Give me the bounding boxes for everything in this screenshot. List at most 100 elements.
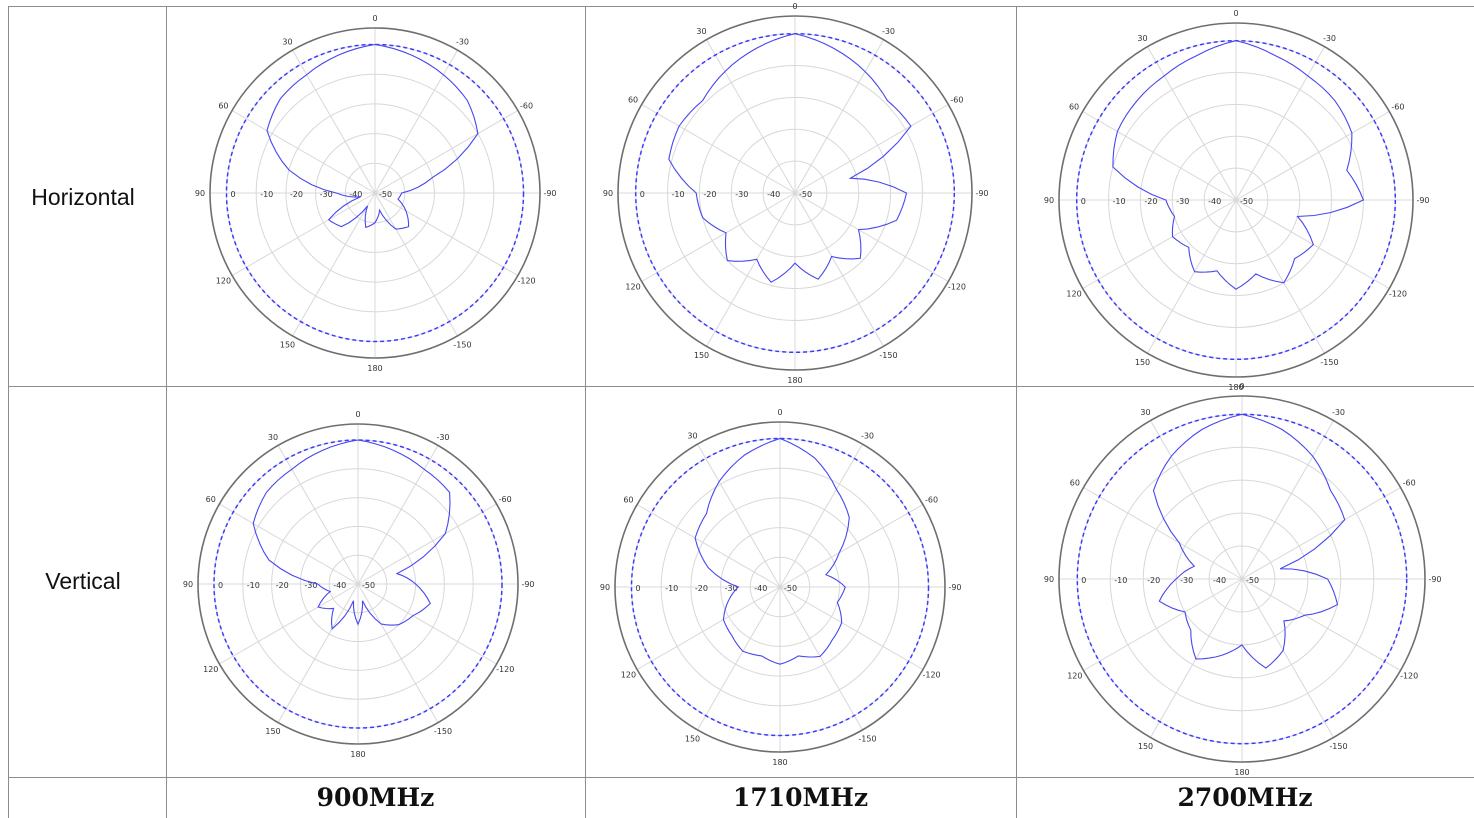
- radial-tick-label: -30: [735, 190, 748, 199]
- polar-plot-vertical-1710mhz: 0 30 60 90 120 150 180 -150 -120 -90 -60 -30 0 -10 -20…: [600, 408, 962, 767]
- table-border-top: [8, 6, 1474, 7]
- polar-plot-vertical-2700mhz: 0 30 60 90 120 150 180 -150 -120 -90 -60 -30 0 -10 -20…: [1044, 382, 1442, 777]
- radial-tick-label: -10: [672, 190, 685, 199]
- radial-tick-label: -30: [304, 581, 317, 590]
- radial-tick-label: -20: [1147, 576, 1160, 585]
- angle-tick-label: 30: [1140, 408, 1150, 417]
- angle-tick-label: 180: [1234, 768, 1249, 777]
- angle-tick-label: 0: [792, 2, 797, 11]
- angle-tick-label: -120: [1389, 290, 1407, 299]
- radial-tick-label: -30: [1176, 197, 1189, 206]
- angle-tick-label: 180: [367, 364, 382, 373]
- angle-tick-label: 60: [1069, 103, 1079, 112]
- grid-spoke: [779, 586, 863, 731]
- column-label-900mhz: 900MHz: [316, 783, 435, 812]
- outer-circle: [209, 27, 541, 359]
- angle-tick-label: -120: [922, 671, 940, 680]
- angle-tick-label: -90: [1428, 575, 1441, 584]
- grid-spoke: [292, 192, 376, 337]
- grid-spoke: [1147, 46, 1237, 201]
- grid-spoke: [277, 583, 359, 723]
- angle-tick-label: 60: [1070, 479, 1080, 488]
- polar-plot-horizontal-900mhz: 0 30 60 90 120 150 180 -150 -120 -90 -60 -30 0 -10 -20…: [195, 14, 557, 373]
- angle-tick-label: 150: [265, 727, 280, 736]
- grid-spoke: [374, 110, 519, 194]
- radial-tick-label: 0: [640, 190, 645, 199]
- angle-tick-label: -60: [1403, 479, 1416, 488]
- polar-plot-vertical-900mhz: 0 30 60 90 120 150 180 -150 -120 -90 -60 -30 0 -10 -20…: [183, 410, 535, 759]
- table-border-middle: [8, 386, 1474, 387]
- radial-tick-label: 0: [231, 190, 236, 199]
- angle-tick-label: -60: [520, 102, 533, 111]
- angle-tick-label: 180: [787, 376, 802, 385]
- grid-spoke: [1082, 199, 1237, 289]
- radial-tick-label: 0: [1081, 197, 1086, 206]
- row-label-horizontal: Horizontal: [31, 184, 135, 210]
- angle-tick-label: 150: [685, 735, 700, 744]
- grid-spoke: [357, 583, 439, 723]
- table-border-col2: [585, 6, 586, 818]
- angle-tick-label: 120: [216, 277, 231, 286]
- angle-tick-label: -30: [1323, 34, 1336, 43]
- angle-tick-label: 0: [355, 410, 360, 419]
- grid-spoke: [697, 586, 781, 731]
- grid-spoke: [779, 443, 863, 588]
- grid-spoke: [231, 110, 376, 194]
- angle-tick-label: -30: [882, 27, 895, 36]
- radial-tick-label: -50: [1240, 197, 1253, 206]
- angle-tick-label: -60: [950, 96, 963, 105]
- angle-tick-label: -150: [858, 735, 876, 744]
- angle-tick-label: 30: [282, 37, 292, 46]
- angle-tick-label: 150: [280, 341, 295, 350]
- angle-tick-label: -90: [543, 189, 556, 198]
- angle-tick-label: 60: [218, 102, 228, 111]
- grid-spoke: [231, 192, 376, 276]
- grid-spoke: [374, 192, 458, 337]
- radial-tick-label: -10: [260, 190, 273, 199]
- grid-spoke: [779, 504, 924, 588]
- table-border-col1: [166, 6, 167, 818]
- radial-tick-label: -50: [379, 190, 392, 199]
- angle-tick-label: 150: [1135, 358, 1150, 367]
- radial-tick-label: -20: [276, 581, 289, 590]
- grid-spoke: [641, 192, 796, 282]
- polar-plot-horizontal-1710mhz: 0 30 60 90 120 150 180 -150 -120 -90 -60 -30 0 -10 -20…: [603, 2, 989, 385]
- radial-tick-label: -30: [725, 584, 738, 593]
- radial-tick-label: -10: [665, 584, 678, 593]
- radial-tick-label: -40: [767, 190, 780, 199]
- angle-tick-label: 30: [696, 27, 706, 36]
- angle-tick-label: 30: [687, 431, 697, 440]
- pattern-trace: [668, 33, 912, 283]
- angle-tick-label: 0: [1233, 9, 1238, 18]
- grid-spoke: [1241, 578, 1334, 738]
- grid-spoke: [292, 49, 376, 194]
- angle-tick-label: 90: [1044, 196, 1054, 205]
- angle-tick-label: 150: [694, 351, 709, 360]
- angle-tick-label: 60: [623, 496, 633, 505]
- angle-tick-label: 60: [628, 96, 638, 105]
- angle-tick-label: -150: [453, 341, 471, 350]
- grid-spoke: [1235, 111, 1390, 201]
- reference-circle: [1076, 413, 1408, 745]
- outer-circle: [1058, 395, 1426, 763]
- angle-tick-label: -60: [1391, 103, 1404, 112]
- angle-tick-label: -90: [948, 583, 961, 592]
- grid-spoke: [697, 443, 781, 588]
- grid-spoke: [794, 192, 949, 282]
- angle-tick-label: 60: [206, 495, 216, 504]
- pattern-trace: [1112, 40, 1365, 290]
- pattern-trace: [694, 437, 850, 665]
- grid-spoke: [374, 192, 519, 276]
- radial-tick-label: -10: [247, 581, 260, 590]
- radial-tick-label: -10: [1113, 197, 1126, 206]
- radial-tick-label: -40: [333, 581, 346, 590]
- reference-circle: [213, 439, 503, 729]
- reference-circle: [630, 437, 930, 737]
- angle-tick-label: -120: [517, 277, 535, 286]
- angle-tick-label: -60: [925, 496, 938, 505]
- grid-spoke: [357, 583, 497, 665]
- angle-tick-label: -60: [499, 495, 512, 504]
- angle-tick-label: 90: [195, 189, 205, 198]
- radial-tick-label: 0: [218, 581, 223, 590]
